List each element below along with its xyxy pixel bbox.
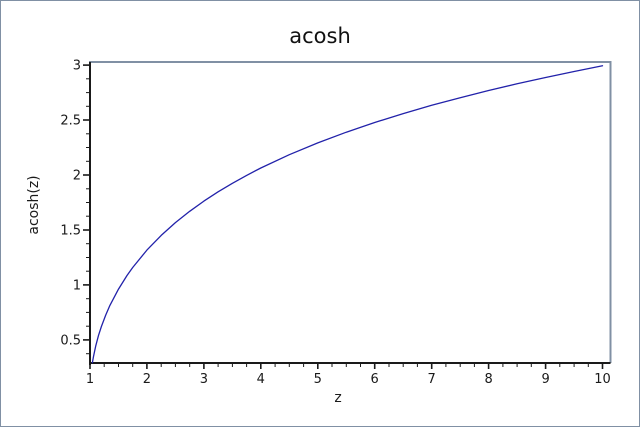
y-tick-label: 2.5	[60, 114, 81, 129]
y-tick-label: 1.5	[60, 224, 81, 239]
x-tick-label: 7	[428, 372, 436, 387]
y-axis-label: acosh(z)	[26, 175, 42, 234]
x-tick-label: 4	[257, 372, 265, 387]
chart-title: acosh	[289, 24, 351, 48]
x-tick-label: 8	[484, 372, 492, 387]
tick-labels: 1 2 3 4 5 6 7 8 9 10 0.5 1 1.5 2 2.5 3	[60, 59, 610, 387]
y-tick-label: 0.5	[60, 333, 81, 348]
axis-ticks	[83, 64, 604, 369]
x-tick-label: 1	[86, 372, 94, 387]
y-tick-label: 2	[73, 169, 81, 184]
x-tick-label: 2	[143, 372, 151, 387]
x-tick-label: 5	[314, 372, 322, 387]
x-tick-label: 10	[594, 372, 611, 387]
x-axis-label: z	[334, 390, 341, 406]
plot-frame	[89, 61, 612, 365]
x-tick-label: 6	[371, 372, 379, 387]
curve-acosh	[91, 65, 604, 364]
y-tick-label: 3	[73, 59, 81, 74]
x-tick-label: 3	[200, 372, 208, 387]
y-tick-label: 1	[73, 278, 81, 293]
x-tick-label: 9	[541, 372, 549, 387]
